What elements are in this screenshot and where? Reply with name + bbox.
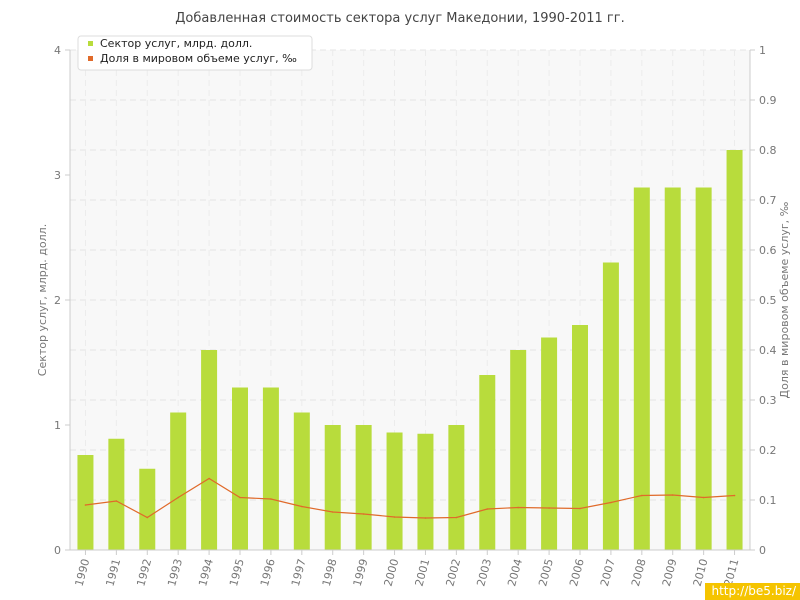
bar [633, 187, 650, 550]
x-axis-tick-label: 2008 [629, 557, 649, 587]
x-axis-tick-label: 1993 [165, 557, 185, 587]
y-axis-right-ticks: 0 0.1 0.2 0.3 0.4 0.5 0.6 0.7 0.8 0.9 1 [750, 44, 777, 557]
line-point [331, 511, 334, 513]
bar [695, 187, 712, 550]
legend-swatch [88, 56, 93, 61]
x-axis-tick-label: 1998 [320, 557, 340, 587]
line-point [579, 507, 581, 510]
bar [262, 387, 279, 550]
x-axis-tick-label: 1991 [103, 557, 123, 587]
y-axis-right-tick-label: 0 [759, 544, 766, 557]
line-point [115, 500, 118, 502]
y-axis-left-tick-label: 1 [54, 419, 61, 432]
bar [602, 262, 619, 550]
line-point [671, 494, 674, 496]
line-point [455, 516, 458, 519]
y-axis-right-tick-label: 0.4 [759, 344, 777, 357]
legend: Сектор услуг, млрд. долл. Доля в мировом … [77, 35, 313, 71]
bar [170, 412, 187, 550]
y-axis-left-tick-label: 2 [54, 294, 61, 307]
bar [201, 350, 218, 550]
series-line [85, 477, 735, 519]
line-point [270, 498, 272, 500]
x-axis-tick-label: 2007 [598, 557, 618, 587]
line-point [702, 496, 705, 499]
line-point [362, 513, 365, 515]
bar [77, 455, 94, 550]
bar [355, 425, 372, 550]
bar [479, 375, 496, 550]
x-axis-tick-label: 1990 [73, 557, 93, 587]
line-point [239, 496, 241, 499]
y-axis-right-tick-label: 0.6 [759, 244, 777, 257]
x-axis-ticks: 1990 1991 1992 1993 1994 1995 1996 1997 1998 1999… [73, 550, 741, 588]
legend-label: Доля в мировом объеме услуг, ‰ [100, 52, 297, 65]
y-axis-right-tick-label: 1 [759, 44, 766, 57]
line-point [641, 494, 643, 497]
y-axis-right-tick-label: 0.1 [759, 494, 777, 507]
x-axis-tick-label: 2001 [413, 557, 433, 587]
y-axis-right-label: Доля в мировом объеме услуг, ‰ [778, 201, 791, 398]
line-point [733, 494, 736, 497]
line-point [517, 506, 519, 509]
bar [417, 433, 434, 550]
x-axis-tick-label: 1999 [351, 557, 371, 587]
chart-title: Добавленная стоимость сектора услуг Маке… [175, 11, 624, 26]
watermark-link[interactable]: http://be5.biz/ [705, 583, 800, 600]
x-axis-tick-label: 1996 [258, 557, 278, 587]
line-point [393, 516, 396, 518]
bar [510, 350, 527, 550]
line-point [610, 501, 612, 504]
x-axis-tick-label: 1997 [289, 557, 309, 587]
x-axis-tick-label: 2000 [382, 557, 402, 587]
bar [293, 412, 310, 550]
y-axis-right-tick-label: 0.7 [759, 194, 777, 207]
y-axis-right-tick-label: 0.2 [759, 444, 777, 457]
x-axis-tick-label: 2009 [660, 557, 680, 587]
x-axis-tick-label: 2006 [567, 557, 587, 587]
bar [726, 150, 743, 550]
x-axis-tick-label: 2003 [474, 557, 494, 587]
bar [232, 387, 248, 550]
line-point [424, 517, 427, 519]
line-point [548, 507, 550, 509]
bar [324, 425, 341, 550]
legend-swatch [88, 41, 93, 46]
y-axis-right-tick-label: 0.8 [759, 144, 777, 157]
x-axis-tick-label: 2005 [536, 557, 556, 587]
bar [541, 337, 558, 550]
bar-series [77, 150, 743, 550]
line-point [177, 496, 179, 499]
line-point [486, 508, 489, 510]
bar [664, 187, 681, 550]
bar [572, 325, 588, 550]
legend-label: Сектор услуг, млрд. долл. [100, 37, 252, 50]
x-axis-tick-label: 2002 [443, 557, 463, 587]
legend-box [77, 35, 313, 71]
line-point [301, 505, 303, 508]
y-axis-right-tick-label: 0.3 [759, 394, 777, 407]
bar [448, 425, 465, 550]
x-axis-tick-label: 1994 [196, 557, 216, 587]
y-axis-left-tick-label: 3 [54, 169, 61, 182]
x-axis-tick-label: 2004 [505, 557, 525, 587]
x-axis-tick-label: 1995 [227, 557, 247, 587]
y-axis-left-label: Сектор услуг, млрд. долл. [36, 224, 49, 376]
bar [108, 438, 125, 550]
line-series [84, 477, 736, 519]
y-axis-left-tick-label: 0 [54, 544, 61, 557]
y-axis-right-tick-label: 0.9 [759, 94, 777, 107]
line-point [146, 516, 149, 519]
y-axis-right-tick-label: 0.5 [759, 294, 777, 307]
y-axis-left-tick-label: 4 [54, 44, 61, 57]
x-axis-tick-label: 1992 [134, 557, 154, 587]
line-point [208, 477, 210, 480]
bar [386, 432, 403, 550]
line-point [84, 504, 87, 506]
bar [139, 468, 156, 550]
y-axis-left-ticks: 0 1 2 3 4 [54, 44, 70, 557]
